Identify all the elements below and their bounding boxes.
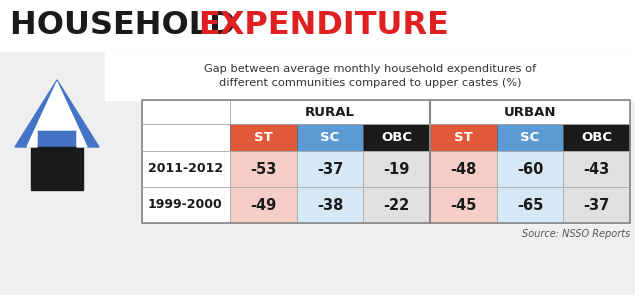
Text: -38: -38 [317,197,343,212]
Text: HOUSEHOLD: HOUSEHOLD [10,11,247,42]
Text: -60: -60 [517,161,543,176]
Bar [363,187,430,223]
Text: ST: ST [454,131,472,144]
Bar [142,100,630,223]
Bar [230,124,297,151]
Bar [31,147,83,190]
Bar [430,124,497,151]
Bar [142,151,230,187]
Bar [230,151,297,187]
Text: Source: NSSO Reports: Source: NSSO Reports [522,229,630,239]
Bar [142,124,230,151]
Text: -19: -19 [384,161,410,176]
Bar [142,100,230,124]
Bar [497,187,563,223]
Bar [142,100,630,223]
Bar [430,187,497,223]
Text: -43: -43 [584,161,610,176]
Bar [297,187,363,223]
Polygon shape [15,80,99,147]
Bar [105,52,635,100]
Text: RURAL: RURAL [305,106,355,119]
Text: -48: -48 [450,161,476,176]
Polygon shape [27,82,87,147]
Bar [0,52,635,295]
Bar [497,124,563,151]
Text: Gap between average monthly household expenditures of
different communities comp: Gap between average monthly household ex… [204,64,536,88]
Text: 2011-2012: 2011-2012 [148,163,223,176]
Text: URBAN: URBAN [504,106,556,119]
Text: -22: -22 [384,197,410,212]
Bar [430,151,497,187]
Text: -53: -53 [250,161,276,176]
Bar [430,100,630,124]
Bar [0,0,635,52]
Bar [297,151,363,187]
Text: 1999-2000: 1999-2000 [148,199,223,212]
Text: EXPENDITURE: EXPENDITURE [198,11,449,42]
Text: OBC: OBC [381,131,412,144]
Text: -45: -45 [450,197,476,212]
Bar [142,187,230,223]
Bar [563,187,630,223]
Bar [497,151,563,187]
Bar [230,100,430,124]
Bar [563,124,630,151]
Text: OBC: OBC [581,131,612,144]
Bar [363,151,430,187]
Text: SC: SC [520,131,540,144]
Bar [297,124,363,151]
Text: -49: -49 [250,197,276,212]
Text: -37: -37 [584,197,610,212]
Bar [363,124,430,151]
Bar [230,187,297,223]
Text: -37: -37 [317,161,343,176]
Bar [563,151,630,187]
Text: -65: -65 [517,197,543,212]
Text: ST: ST [254,131,272,144]
Text: SC: SC [321,131,340,144]
